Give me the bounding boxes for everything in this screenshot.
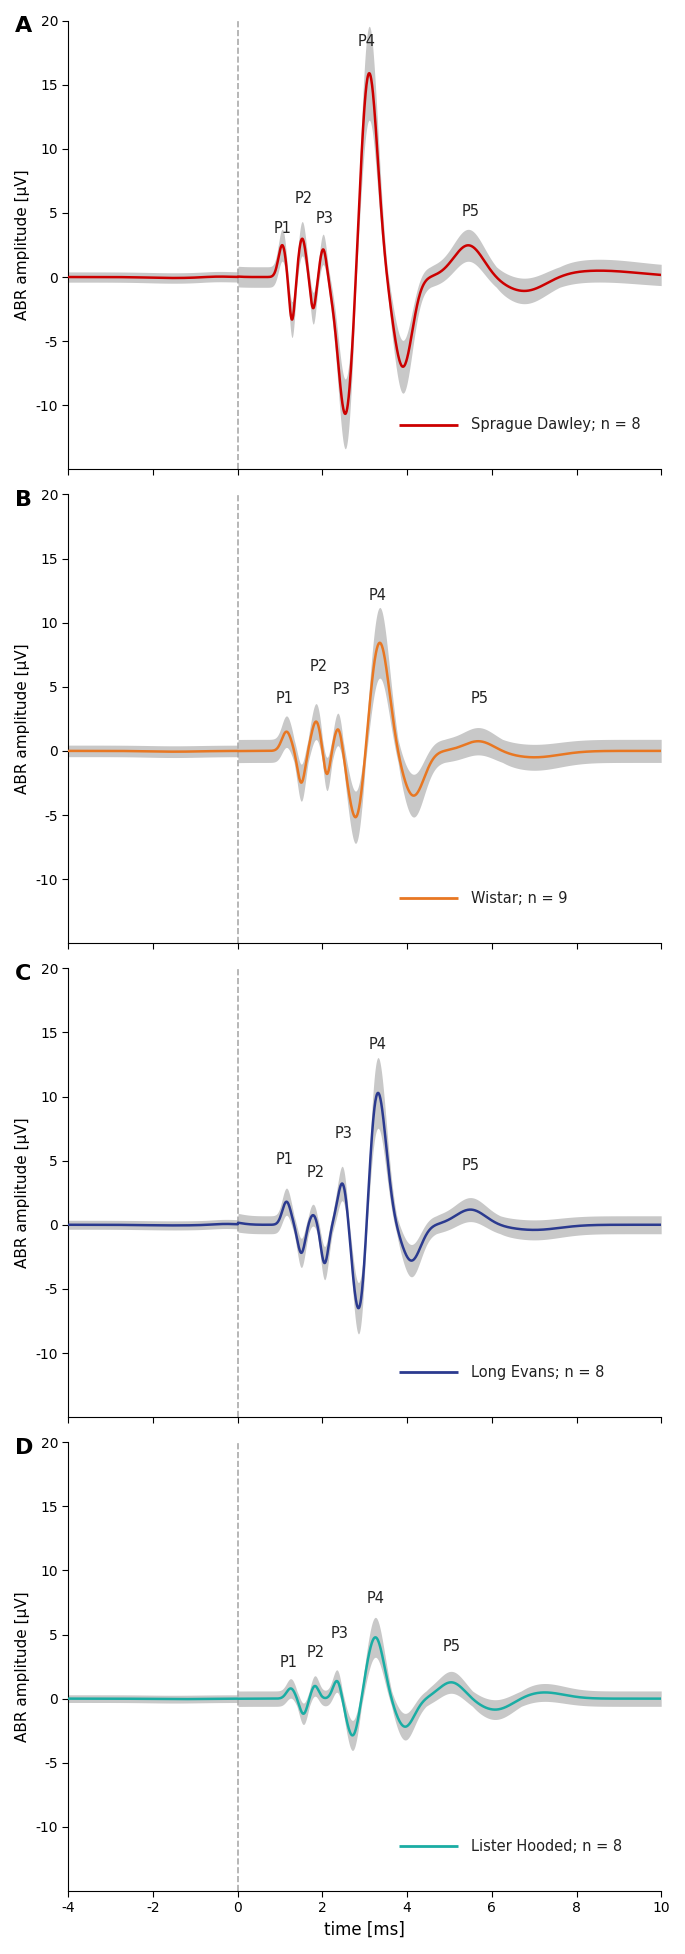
- Text: P3: P3: [335, 1126, 353, 1141]
- Text: P4: P4: [358, 33, 376, 49]
- Text: P5: P5: [443, 1639, 460, 1653]
- Text: P2: P2: [307, 1165, 325, 1180]
- Text: P1: P1: [275, 692, 293, 705]
- Text: P1: P1: [279, 1655, 297, 1671]
- Text: C: C: [15, 963, 32, 983]
- Y-axis label: ABR amplitude [μV]: ABR amplitude [μV]: [15, 1591, 30, 1741]
- Text: P4: P4: [366, 1591, 384, 1606]
- Text: P4: P4: [369, 588, 386, 604]
- Text: P4: P4: [369, 1038, 386, 1051]
- X-axis label: time [ms]: time [ms]: [325, 1921, 406, 1938]
- Text: B: B: [15, 490, 32, 510]
- Text: P3: P3: [316, 211, 334, 227]
- Text: D: D: [15, 1438, 34, 1458]
- Text: Sprague Dawley; n = 8: Sprague Dawley; n = 8: [471, 416, 640, 432]
- Y-axis label: ABR amplitude [μV]: ABR amplitude [μV]: [15, 643, 30, 793]
- Text: P3: P3: [330, 1626, 349, 1641]
- Text: P2: P2: [295, 191, 312, 207]
- Y-axis label: ABR amplitude [μV]: ABR amplitude [μV]: [15, 170, 30, 320]
- Text: P1: P1: [275, 1153, 293, 1167]
- Text: Lister Hooded; n = 8: Lister Hooded; n = 8: [471, 1839, 622, 1854]
- Text: P5: P5: [470, 692, 488, 705]
- Text: P2: P2: [307, 1645, 325, 1661]
- Text: P5: P5: [462, 1159, 480, 1174]
- Text: P2: P2: [309, 658, 327, 674]
- Text: P3: P3: [333, 682, 351, 698]
- Text: P1: P1: [273, 221, 291, 236]
- Text: P5: P5: [462, 205, 480, 219]
- Text: Long Evans; n = 8: Long Evans; n = 8: [471, 1364, 604, 1380]
- Text: Wistar; n = 9: Wistar; n = 9: [471, 891, 567, 907]
- Y-axis label: ABR amplitude [μV]: ABR amplitude [μV]: [15, 1118, 30, 1268]
- Text: A: A: [15, 16, 32, 35]
